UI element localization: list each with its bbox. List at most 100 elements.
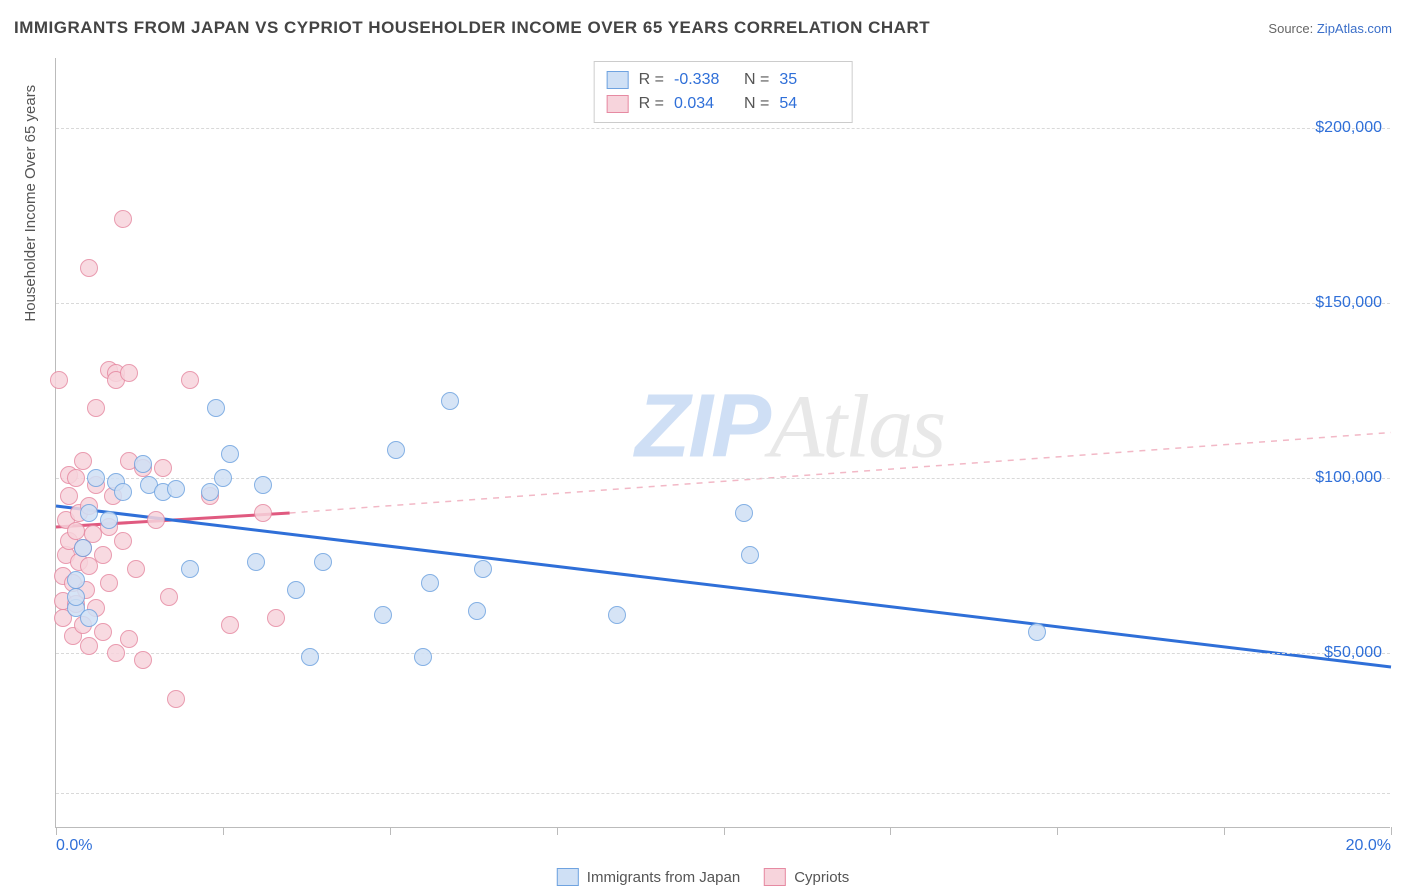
xtick (1057, 827, 1058, 835)
stats-row: R = 0.034 N = 54 (607, 92, 840, 116)
data-point (267, 609, 285, 627)
stat-n-value: 54 (779, 92, 839, 116)
data-point (374, 606, 392, 624)
data-point (147, 511, 165, 529)
data-point (1028, 623, 1046, 641)
xtick (557, 827, 558, 835)
stat-n-label: N = (744, 92, 769, 116)
xtick (890, 827, 891, 835)
xtick-label: 0.0% (56, 837, 92, 855)
data-point (414, 648, 432, 666)
stat-r-label: R = (639, 92, 664, 116)
data-point (100, 574, 118, 592)
watermark: ZIPAtlas (635, 376, 944, 479)
data-point (134, 455, 152, 473)
xtick (223, 827, 224, 835)
source-link[interactable]: ZipAtlas.com (1317, 21, 1392, 36)
y-axis-label: Householder Income Over 65 years (22, 85, 39, 322)
data-point (441, 392, 459, 410)
xtick (1391, 827, 1392, 835)
xtick-label: 20.0% (1346, 837, 1391, 855)
data-point (74, 452, 92, 470)
data-point (287, 581, 305, 599)
data-point (127, 560, 145, 578)
data-point (107, 644, 125, 662)
data-point (80, 637, 98, 655)
data-point (314, 553, 332, 571)
data-point (114, 210, 132, 228)
data-point (221, 616, 239, 634)
data-point (207, 399, 225, 417)
data-point (94, 546, 112, 564)
data-point (114, 483, 132, 501)
stat-r-value: 0.034 (674, 92, 734, 116)
regression-line (290, 433, 1391, 514)
legend-item: Cypriots (764, 868, 849, 886)
data-point (167, 690, 185, 708)
data-point (301, 648, 319, 666)
stat-n-label: N = (744, 68, 769, 92)
data-point (94, 623, 112, 641)
title-bar: IMMIGRANTS FROM JAPAN VS CYPRIOT HOUSEHO… (14, 18, 1392, 38)
data-point (214, 469, 232, 487)
legend-swatch (607, 71, 629, 89)
data-point (468, 602, 486, 620)
ytick-label: $50,000 (1324, 644, 1382, 662)
data-point (60, 487, 78, 505)
legend-swatch (557, 868, 579, 886)
data-point (247, 553, 265, 571)
data-point (50, 371, 68, 389)
legend-swatch (607, 95, 629, 113)
data-point (80, 504, 98, 522)
series-legend: Immigrants from Japan Cypriots (557, 868, 849, 886)
xtick (56, 827, 57, 835)
data-point (608, 606, 626, 624)
data-point (181, 371, 199, 389)
data-point (100, 511, 118, 529)
data-point (221, 445, 239, 463)
data-point (201, 483, 219, 501)
source-label: Source: (1268, 21, 1313, 36)
data-point (387, 441, 405, 459)
data-point (160, 588, 178, 606)
data-point (154, 459, 172, 477)
stats-legend: R = -0.338 N = 35 R = 0.034 N = 54 (594, 61, 853, 123)
data-point (67, 522, 85, 540)
gridline-h (56, 793, 1390, 794)
gridline-h (56, 303, 1390, 304)
data-point (67, 571, 85, 589)
data-point (254, 504, 272, 522)
gridline-h (56, 128, 1390, 129)
ytick-label: $200,000 (1315, 119, 1382, 137)
stats-row: R = -0.338 N = 35 (607, 68, 840, 92)
data-point (67, 469, 85, 487)
stat-r-label: R = (639, 68, 664, 92)
data-point (421, 574, 439, 592)
data-point (114, 532, 132, 550)
gridline-h (56, 653, 1390, 654)
data-point (87, 469, 105, 487)
data-point (80, 259, 98, 277)
data-point (67, 588, 85, 606)
data-point (87, 399, 105, 417)
data-point (181, 560, 199, 578)
ytick-label: $150,000 (1315, 294, 1382, 312)
data-point (74, 539, 92, 557)
legend-item: Immigrants from Japan (557, 868, 740, 886)
legend-label: Cypriots (794, 869, 849, 886)
stat-r-value: -0.338 (674, 68, 734, 92)
source-attribution: Source: ZipAtlas.com (1268, 21, 1392, 36)
watermark-zip: ZIP (635, 377, 769, 477)
data-point (254, 476, 272, 494)
stat-n-value: 35 (779, 68, 839, 92)
data-point (120, 630, 138, 648)
regression-lines-layer (56, 58, 1390, 827)
regression-line (56, 506, 1391, 667)
data-point (80, 609, 98, 627)
data-point (474, 560, 492, 578)
chart-plot-area: ZIPAtlas R = -0.338 N = 35 R = 0.034 N = 54… (55, 58, 1390, 828)
watermark-atlas: Atlas (769, 378, 944, 477)
xtick (724, 827, 725, 835)
legend-swatch (764, 868, 786, 886)
data-point (134, 651, 152, 669)
